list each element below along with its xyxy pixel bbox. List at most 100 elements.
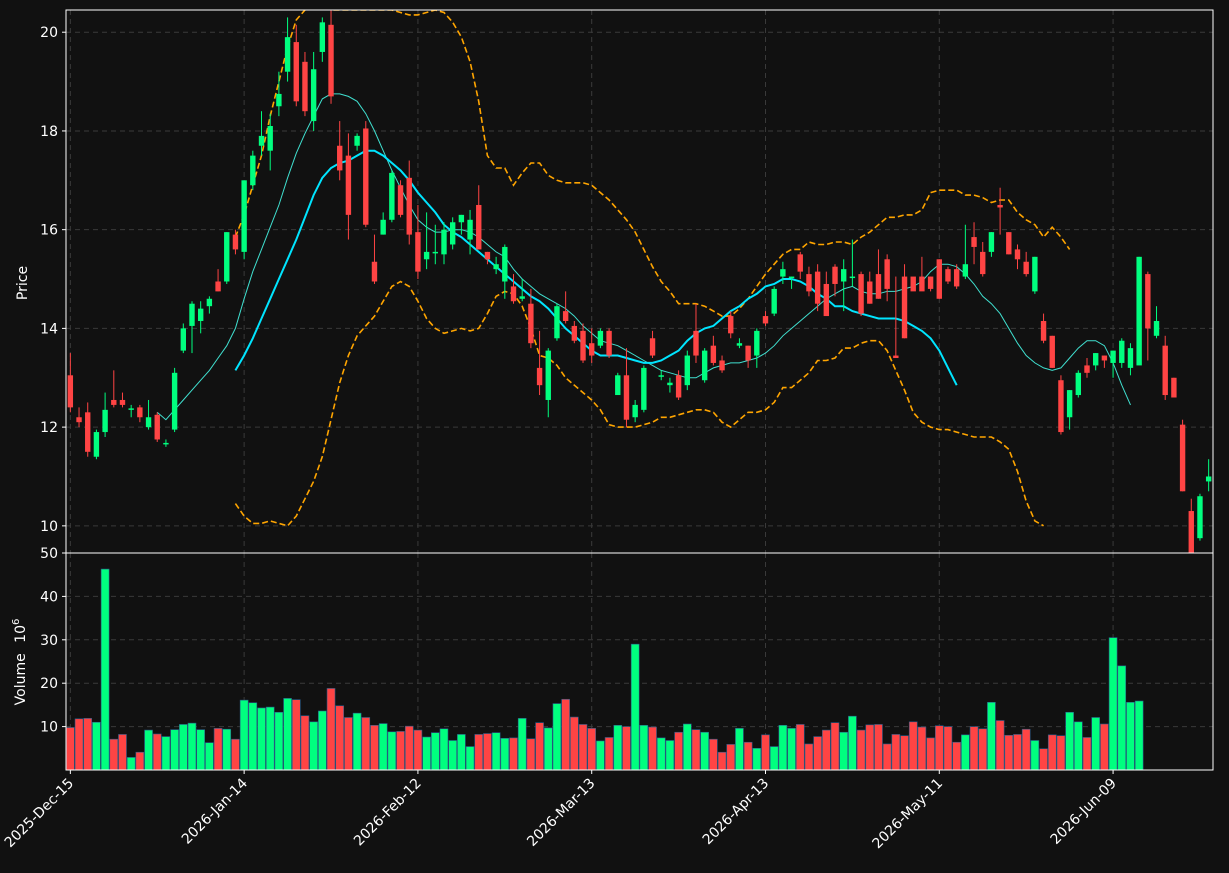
candle-body [658,375,664,377]
candle-body [449,222,456,245]
candle-body [189,303,195,326]
candle-body [1075,372,1082,396]
candle [1162,335,1168,400]
volume-ytick-label: 40 [40,589,58,605]
volume-bar [152,733,162,771]
candle [1040,313,1047,344]
candle [1023,251,1029,277]
candle [267,113,273,171]
candle [658,370,664,381]
candle [823,271,830,317]
candle-body [615,375,621,396]
volume-bar [257,707,266,771]
candle [1066,390,1073,430]
volume-bar [378,723,388,771]
volume-bar [448,740,457,771]
volume-bar [743,741,753,771]
candle-body [919,276,925,292]
candle-body [432,251,438,254]
candle-body [858,274,864,314]
candle-body [1058,380,1064,433]
candle [858,271,864,317]
candle-body [493,264,499,270]
candle-body [1014,249,1021,260]
candle [171,367,178,433]
candle [449,217,456,250]
volume-bar [674,731,683,771]
volume-bar [500,738,510,771]
candle [745,345,751,368]
volume-bar [413,729,423,771]
volume-bar [231,738,240,771]
candle-body [562,311,569,321]
volume-bar [700,731,709,771]
candle [1179,419,1186,492]
volume-bar [726,744,736,771]
candle [284,17,291,82]
candle-body [953,269,960,287]
candle [841,259,847,312]
volume-bar [1047,734,1057,771]
volume-bar [1074,721,1083,771]
volume-axis-exponent: 10 [13,625,29,643]
candle-body [232,234,239,250]
candle [467,209,473,255]
volume-bar [752,747,762,771]
volume-bar [952,741,961,771]
candle [293,24,299,107]
candle-body [1084,365,1090,373]
volume-bar [361,717,371,771]
candle-body [163,442,169,445]
candle [884,254,890,302]
candle-body [267,126,273,151]
volume-ytick-label: 30 [40,633,58,649]
candle-body [667,382,673,386]
candle-body [328,24,334,97]
candle-body [145,417,152,428]
candle [1145,271,1151,361]
candle [276,71,282,117]
candle-body [728,316,734,334]
candle [1127,343,1134,376]
candle-body [476,204,482,250]
candle-body [406,177,412,235]
volume-bar [709,738,718,771]
candle [180,323,187,354]
candle-body [397,185,404,215]
volume-bar [100,568,110,771]
volume-bar [917,726,927,771]
candle [675,370,682,400]
volume-bar [309,721,318,771]
candle-body [206,298,213,307]
volume-bar [1091,717,1100,771]
volume-bar [1065,711,1074,771]
candle-body [310,69,317,122]
volume-panel-frame [65,552,1214,771]
volume-ytick-label: 10 [40,720,58,736]
volume-bar [891,734,901,771]
candle-body [337,145,343,171]
candle [1119,338,1125,368]
candle-body [1145,274,1151,329]
candle-body [284,37,291,72]
candle-body [258,135,265,146]
candle-body [901,276,908,339]
candle [667,377,673,393]
volume-axis-title-text: Volume [13,653,29,705]
candle-body [137,407,143,418]
candle [354,133,360,151]
candle-body [1023,261,1029,275]
candle [93,429,100,460]
volume-axis-exponent-power: 6 [11,619,22,625]
candle-body [415,232,421,272]
candle [788,276,795,289]
candle-body [519,296,525,299]
candle [710,335,717,366]
candle [371,234,378,284]
candle-body [467,219,473,240]
volume-bar [787,728,796,771]
xtick-label: 2025-Dec-15 [2,776,77,851]
candle [814,264,821,312]
xtick-label: 2026-May-11 [870,776,947,853]
candle-body [1136,256,1142,366]
